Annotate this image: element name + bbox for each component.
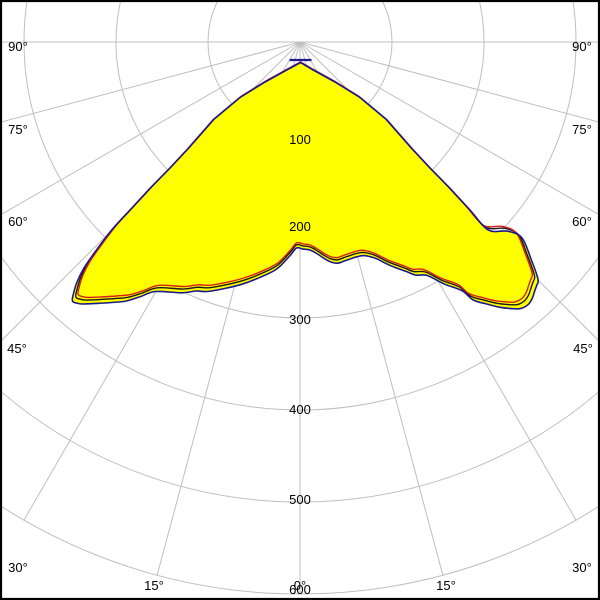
svg-text:75°: 75° — [572, 122, 592, 137]
svg-text:30°: 30° — [8, 560, 28, 575]
svg-text:500: 500 — [289, 492, 311, 507]
svg-text:15°: 15° — [436, 578, 456, 593]
svg-text:15°: 15° — [144, 578, 164, 593]
svg-text:90°: 90° — [572, 39, 592, 54]
svg-text:90°: 90° — [8, 39, 28, 54]
svg-text:400: 400 — [289, 402, 311, 417]
svg-text:45°: 45° — [573, 341, 593, 356]
svg-text:300: 300 — [289, 312, 311, 327]
svg-text:600: 600 — [289, 582, 311, 597]
svg-text:100: 100 — [289, 132, 311, 147]
svg-text:60°: 60° — [572, 214, 592, 229]
svg-text:200: 200 — [289, 219, 311, 234]
svg-text:45°: 45° — [7, 341, 27, 356]
svg-text:60°: 60° — [8, 214, 28, 229]
svg-text:30°: 30° — [572, 560, 592, 575]
svg-text:75°: 75° — [8, 122, 28, 137]
